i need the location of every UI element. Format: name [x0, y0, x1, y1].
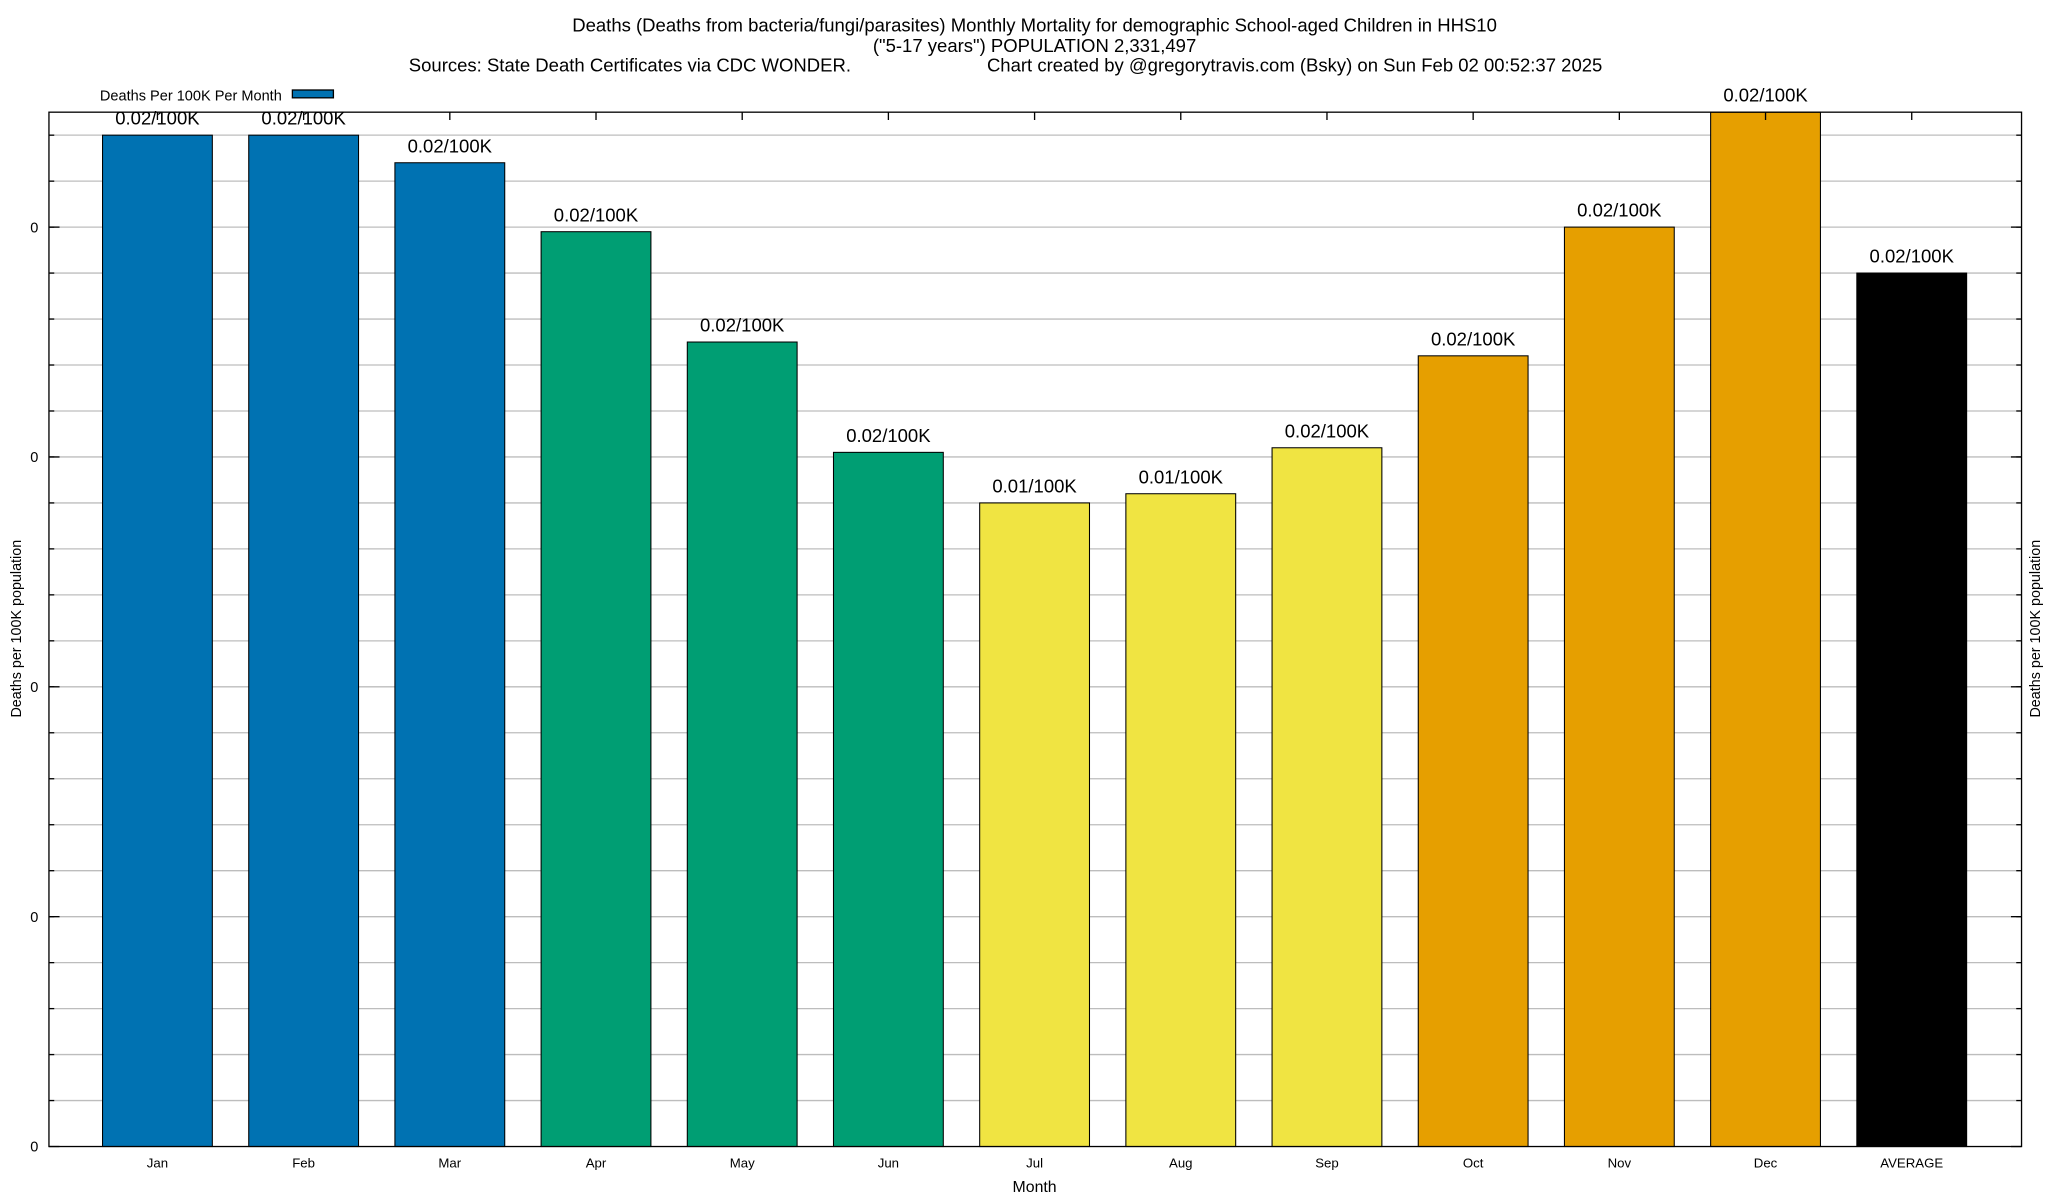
- value-label: 0.01/100K: [1139, 466, 1224, 487]
- bar-mar: [394, 162, 506, 1148]
- value-label: 0.02/100K: [1723, 85, 1808, 106]
- x-tick-label: Dec: [1754, 1155, 1778, 1170]
- chart-credit: Chart created by @gregorytravis.com (Bsk…: [987, 55, 1602, 76]
- y-tick-label: 0: [30, 910, 38, 926]
- bar-dec: [1710, 111, 1821, 1148]
- x-tick-label: AVERAGE: [1880, 1155, 1943, 1170]
- bar-aug: [1125, 493, 1237, 1148]
- y-tick-label: 0: [30, 680, 38, 696]
- x-tick-label: Aug: [1169, 1155, 1193, 1170]
- bars: [102, 111, 1968, 1148]
- value-labels: 0.02/100K 0.02/100K 0.02/100K 0.02/100K 0.02…: [115, 85, 1954, 497]
- x-tick-label: Jul: [1026, 1155, 1043, 1170]
- legend: Deaths Per 100K Per Month: [50, 83, 344, 106]
- x-tick-label: Oct: [1463, 1155, 1484, 1170]
- axis-ticks: 0 0 0 0 0 Jan Feb Mar Apr May Jun Jul Aug Sep Oct Nov De…: [30, 112, 2022, 1170]
- x-tick-label: May: [730, 1155, 755, 1170]
- value-label: 0.02/100K: [261, 108, 346, 129]
- legend-box: [50, 83, 344, 106]
- y-tick-label: 0: [30, 220, 38, 236]
- bar-jun: [832, 451, 944, 1148]
- y2-axis-label: Deaths per 100K population: [2028, 540, 2044, 718]
- value-label: 0.02/100K: [1285, 420, 1370, 441]
- value-label: 0.02/100K: [408, 135, 493, 156]
- bar-feb: [248, 134, 360, 1148]
- value-label: 0.02/100K: [700, 315, 785, 336]
- bar-jan: [102, 134, 213, 1148]
- chart-title-line-2: ("5-17 years") POPULATION 2,331,497: [873, 35, 1196, 56]
- value-label: 0.02/100K: [1577, 200, 1662, 221]
- x-tick-label: Sep: [1315, 1155, 1339, 1170]
- bar-sep: [1271, 447, 1383, 1148]
- x-tick-label: Apr: [586, 1155, 607, 1170]
- bar-jul: [979, 502, 1091, 1148]
- value-label: 0.02/100K: [115, 108, 200, 129]
- bar-oct: [1417, 355, 1529, 1148]
- y-tick-label: 0: [30, 1140, 38, 1156]
- value-label: 0.02/100K: [1870, 246, 1955, 267]
- x-tick-label: Jan: [147, 1155, 168, 1170]
- legend-swatch: [291, 89, 335, 99]
- legend-label: Deaths Per 100K Per Month: [100, 89, 282, 105]
- x-tick-label: Mar: [438, 1155, 461, 1170]
- bar-nov: [1563, 226, 1675, 1148]
- x-tick-label: Jun: [878, 1155, 899, 1170]
- chart-sources: Sources: State Death Certificates via CD…: [409, 55, 851, 76]
- x-tick-label: Feb: [292, 1155, 315, 1170]
- x-tick-label: Nov: [1608, 1155, 1632, 1170]
- value-label: 0.01/100K: [992, 476, 1077, 497]
- chart-title-line-1: Deaths (Deaths from bacteria/fungi/paras…: [572, 14, 1497, 35]
- value-label: 0.02/100K: [554, 204, 639, 225]
- value-label: 0.02/100K: [1431, 329, 1516, 350]
- y-tick-label: 0: [30, 450, 38, 466]
- bar-apr: [540, 231, 652, 1148]
- y-axis-label: Deaths per 100K population: [9, 540, 25, 718]
- value-label: 0.02/100K: [846, 425, 931, 446]
- bar-may: [686, 341, 798, 1148]
- bar-average: [1856, 272, 1968, 1148]
- x-axis-label: Month: [1013, 1179, 1057, 1196]
